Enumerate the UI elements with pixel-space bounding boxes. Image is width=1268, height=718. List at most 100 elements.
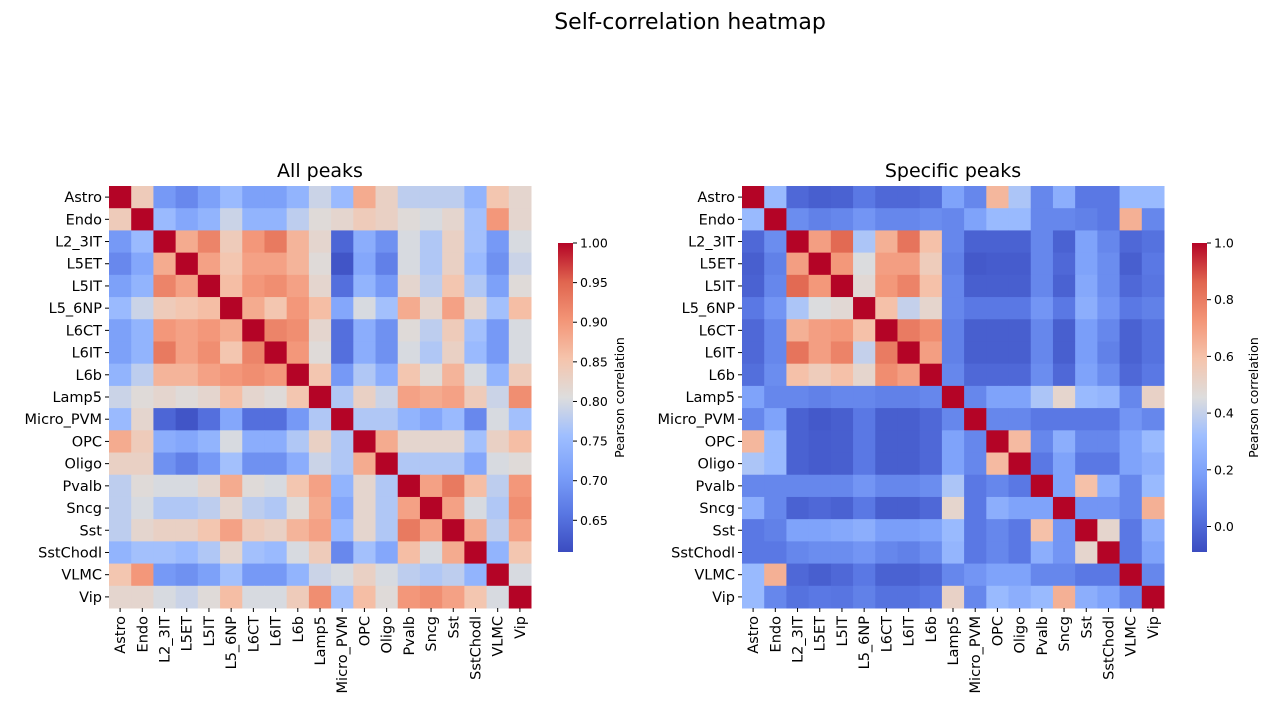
heatmap-cell [175,208,199,231]
heatmap-cell [964,474,987,498]
heatmap-cell [220,541,243,565]
heatmap-cell [175,452,199,476]
heatmap-cell [830,230,854,254]
heatmap-cell [308,230,332,254]
colorbar-tick-label: 0.80 [580,394,608,409]
heatmap-cell [109,474,132,498]
heatmap-cell [197,541,221,565]
heatmap-cell [1052,519,1076,542]
colorbar-gradient [1192,243,1207,552]
heatmap-cell [808,186,832,209]
heatmap-cell [853,319,876,342]
heatmap-cell [264,208,288,231]
heatmap-cell [375,297,399,320]
heatmap-cell [853,430,876,454]
heatmap-cell [264,519,288,542]
heatmap-cell [442,452,465,476]
heatmap-cell [242,297,265,320]
heatmap-cell [286,496,310,520]
heatmap-cell [109,496,132,520]
x-tick-label: Pvalb [402,616,418,655]
y-tick-label: Lamp5 [685,390,735,406]
heatmap-cell [264,252,288,276]
heatmap-cell [986,585,1010,609]
heatmap-cell [486,297,510,320]
heatmap-cell [175,385,199,409]
heatmap-cell [1075,474,1098,498]
heatmap-cell [1141,541,1165,565]
heatmap-cell [964,297,987,320]
heatmap-cell [808,208,832,231]
heatmap-cell [464,585,488,609]
heatmap-cell [742,186,765,209]
heatmap-cell [508,496,532,520]
heatmap-cell [442,585,465,609]
heatmap-cell [442,319,465,342]
heatmap-cell [986,274,1010,298]
heatmap-cell [830,563,854,587]
heatmap-cell [1119,341,1143,365]
heatmap-cell [442,430,465,454]
heatmap-cell [375,319,399,342]
heatmap-cell [419,563,443,587]
heatmap-cell [286,474,310,498]
heatmap-cell [1097,274,1121,298]
heatmap-cell [131,274,154,298]
heatmap-cell [442,496,465,520]
heatmap-cell [964,252,987,276]
heatmap-cell [986,408,1010,431]
heatmap-cell [175,341,199,365]
heatmap-cell [764,408,787,431]
heatmap-cell [986,341,1010,365]
heatmap-cell [941,585,965,609]
heatmap-cell [197,186,221,209]
heatmap-cell [1097,408,1121,431]
heatmap-cell [220,230,243,254]
heatmap-cell [853,452,876,476]
heatmap-cell [764,186,787,209]
heatmap-cell [897,585,921,609]
heatmap-cell [941,496,965,520]
y-tick-label: L5_6NP [49,301,103,317]
heatmap-cell [353,385,377,409]
x-tick-label: Lamp5 [313,616,329,666]
heatmap-cell [508,363,532,387]
heatmap-cell [308,208,332,231]
heatmap-cell [1008,519,1032,542]
heatmap-cell [764,385,787,409]
heatmap-cell [264,452,288,476]
heatmap-cell [1030,208,1054,231]
heatmap-cell [742,541,765,565]
colorbar-tick-label: 0.8 [1214,292,1234,307]
x-tick-label: L5ET [180,616,196,651]
heatmap-cell [175,585,199,609]
x-tick-label: L5ET [813,616,829,651]
heatmap-cell [220,563,243,587]
heatmap-cell [964,519,987,542]
heatmap-cell [786,230,810,254]
heatmap-cell [375,274,399,298]
heatmap-cell [397,363,421,387]
heatmap-cell [941,319,965,342]
heatmap-cell [131,230,154,254]
heatmap-cell [486,385,510,409]
heatmap-cell [442,297,465,320]
y-tick-label: L2_3IT [688,235,735,251]
heatmap-cell [742,341,765,365]
heatmap-cell [131,452,154,476]
heatmap-cell [486,274,510,298]
heatmap-cell [1119,496,1143,520]
heatmap-cell [1097,208,1121,231]
y-tick-label: Lamp5 [52,390,102,406]
heatmap-cell [353,341,377,365]
heatmap-cell [1119,408,1143,431]
heatmap-cell [353,252,377,276]
heatmap-cell [1141,563,1165,587]
heatmap-cell [486,363,510,387]
heatmap-cell [808,430,832,454]
heatmap-cell [875,297,898,320]
heatmap-cell [375,474,399,498]
heatmap-cell [941,230,965,254]
heatmap-cell [397,496,421,520]
heatmap-cell [1008,186,1032,209]
